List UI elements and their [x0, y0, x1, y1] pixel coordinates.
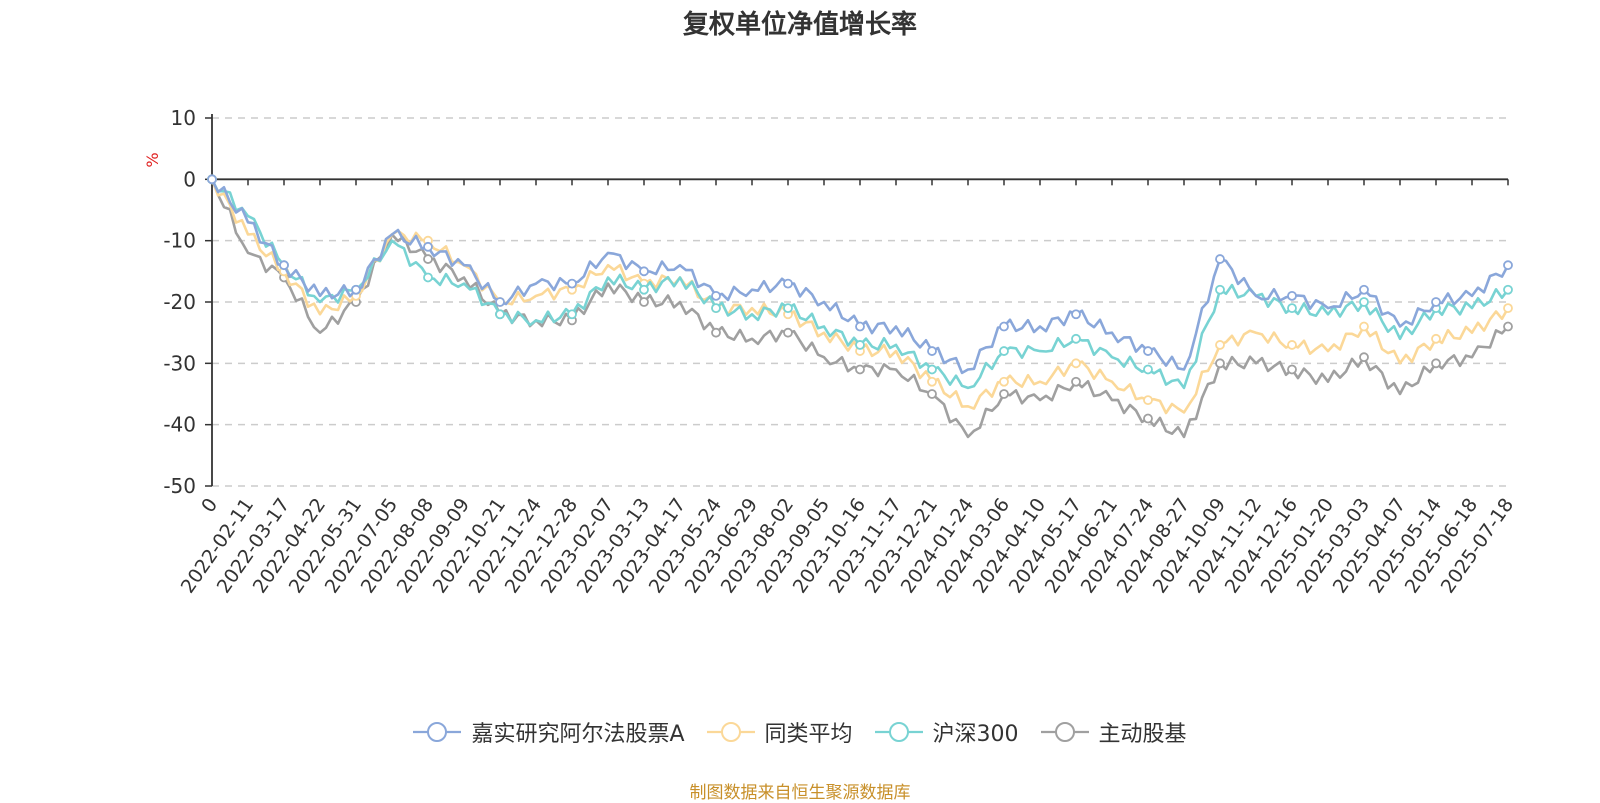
legend-label: 沪深300	[932, 722, 1019, 747]
data-point[interactable]	[1071, 333, 1081, 344]
data-point[interactable]	[1359, 321, 1369, 332]
data-point[interactable]	[1287, 303, 1297, 314]
legend-swatch-icon	[706, 722, 755, 742]
data-point[interactable]	[1143, 395, 1153, 406]
data-point[interactable]	[1215, 358, 1225, 369]
data-point[interactable]	[1071, 376, 1081, 387]
data-point[interactable]	[927, 346, 937, 356]
legend-item-0[interactable]: 嘉实研究阿尔法股票A	[413, 716, 685, 748]
data-point[interactable]	[1071, 309, 1081, 320]
y-axis-unit-label: %	[143, 152, 162, 167]
legend-item-3[interactable]: 主动股基	[1040, 716, 1187, 748]
grid-lines	[212, 117, 1508, 487]
data-point[interactable]	[1359, 284, 1369, 295]
data-point[interactable]	[423, 241, 433, 252]
y-tick-label: 0	[183, 167, 196, 191]
data-point[interactable]	[1503, 260, 1513, 271]
data-point[interactable]	[1071, 358, 1081, 369]
y-tick-label: -20	[163, 290, 196, 314]
data-point[interactable]	[351, 284, 361, 295]
data-point[interactable]	[1503, 284, 1513, 295]
data-point[interactable]	[1431, 297, 1441, 307]
data-point[interactable]	[1143, 364, 1153, 375]
data-point[interactable]	[639, 284, 649, 295]
data-point[interactable]	[207, 174, 217, 185]
data-point[interactable]	[639, 297, 649, 307]
data-point[interactable]	[279, 260, 289, 271]
data-point[interactable]	[1215, 284, 1225, 295]
data-point[interactable]	[1503, 321, 1513, 332]
y-tick-label: -50	[163, 474, 196, 498]
data-point[interactable]	[495, 309, 505, 320]
data-point[interactable]	[783, 278, 793, 289]
data-point[interactable]	[567, 278, 577, 289]
data-point[interactable]	[423, 254, 433, 264]
axes	[205, 114, 1509, 487]
legend-label: 同类平均	[764, 722, 853, 747]
data-point[interactable]	[1287, 364, 1297, 375]
data-point[interactable]	[855, 321, 865, 332]
series-line-2	[210, 178, 1510, 390]
data-point[interactable]	[999, 389, 1009, 399]
data-point[interactable]	[783, 303, 793, 314]
data-point[interactable]	[1215, 340, 1225, 350]
data-point[interactable]	[1431, 333, 1441, 344]
y-tick-label: 10	[171, 106, 196, 130]
data-point[interactable]	[567, 309, 577, 320]
data-point[interactable]	[927, 364, 937, 375]
legend-swatch-icon	[874, 722, 923, 742]
data-point[interactable]	[855, 364, 865, 375]
series-line-3	[210, 178, 1509, 439]
legend-label: 主动股基	[1098, 722, 1187, 747]
data-point[interactable]	[999, 321, 1009, 332]
data-point[interactable]	[999, 376, 1009, 387]
legend-label: 嘉实研究阿尔法股票A	[471, 722, 685, 747]
data-point[interactable]	[495, 297, 505, 307]
legend: 嘉实研究阿尔法股票A 同类平均 沪深300 主动股基	[0, 716, 1600, 748]
data-point[interactable]	[1503, 303, 1513, 314]
data-point[interactable]	[711, 327, 721, 338]
data-point[interactable]	[711, 290, 721, 301]
legend-swatch-icon	[413, 722, 462, 742]
y-tick-label: -10	[163, 229, 196, 253]
y-tick-label: -30	[163, 351, 196, 375]
legend-swatch-icon	[1040, 722, 1089, 742]
data-point[interactable]	[999, 346, 1009, 356]
legend-item-2[interactable]: 沪深300	[874, 716, 1019, 748]
data-point[interactable]	[1287, 340, 1297, 350]
data-point[interactable]	[1143, 413, 1153, 424]
data-point[interactable]	[1359, 352, 1369, 363]
data-point[interactable]	[1287, 290, 1297, 301]
data-point[interactable]	[855, 340, 865, 350]
data-point[interactable]	[423, 272, 433, 283]
series-lines	[207, 174, 1513, 439]
source-note: 制图数据来自恒生聚源数据库	[689, 783, 911, 803]
legend-item-1[interactable]: 同类平均	[706, 716, 853, 748]
data-point[interactable]	[927, 376, 937, 387]
data-point[interactable]	[711, 303, 721, 314]
data-point[interactable]	[927, 389, 937, 399]
chart-title: 复权单位净值增长率	[682, 10, 917, 40]
data-point[interactable]	[1431, 358, 1441, 369]
data-point[interactable]	[1143, 346, 1153, 356]
y-tick-label: -40	[163, 413, 196, 437]
data-point[interactable]	[783, 327, 793, 338]
data-point[interactable]	[1359, 297, 1369, 307]
data-point[interactable]	[639, 266, 649, 277]
data-point[interactable]	[1215, 254, 1225, 264]
x-tick-label: 0	[197, 494, 222, 517]
